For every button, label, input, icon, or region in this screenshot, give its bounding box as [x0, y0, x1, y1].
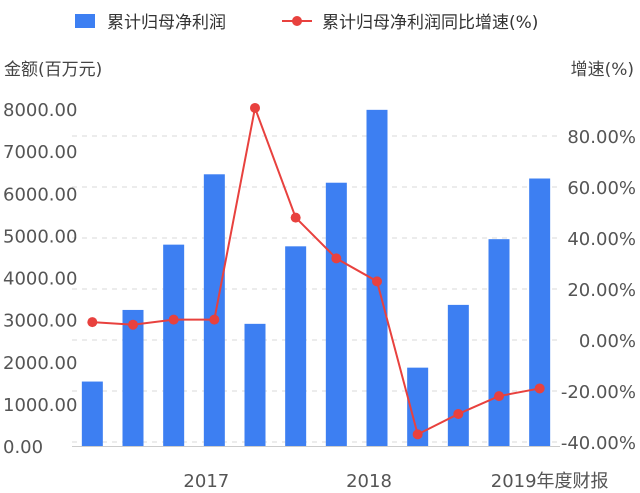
growth-point	[534, 383, 545, 394]
bar	[488, 239, 510, 446]
bar	[285, 246, 307, 446]
growth-point	[494, 391, 504, 402]
legend-bar-label: 累计归母净利润	[107, 13, 226, 33]
legend-line-swatch	[282, 14, 312, 28]
growth-point	[453, 408, 464, 419]
right-axis-title: 增速(%)	[570, 60, 634, 80]
bar	[203, 174, 225, 446]
growth-point	[128, 319, 138, 330]
legend-item-line[interactable]: 累计归母净利润同比增速(%)	[282, 8, 538, 33]
legend-bar-swatch	[75, 13, 95, 28]
left-tick-label: 3000.00	[3, 311, 77, 332]
legend-item-bar[interactable]: 累计归母净利润	[75, 8, 226, 33]
legend-line-label: 累计归母净利润同比增速(%)	[322, 13, 539, 33]
left-tick-label: 6000.00	[3, 184, 77, 205]
left-tick-label: 1000.00	[3, 395, 77, 416]
right-tick-label: 60.00%	[567, 178, 636, 199]
bar	[244, 323, 266, 446]
left-tick-label: 7000.00	[3, 142, 77, 163]
growth-point	[290, 212, 301, 223]
right-tick-label: 0.00%	[579, 331, 636, 352]
x-tick-label: 2017	[183, 471, 229, 492]
bar	[447, 304, 469, 446]
right-tick-label: 80.00%	[567, 127, 636, 148]
bar	[122, 309, 144, 446]
right-tick-label: -40.00%	[561, 433, 636, 454]
growth-point	[412, 429, 423, 440]
growth-point	[168, 314, 179, 325]
left-tick-label: 4000.00	[3, 269, 77, 290]
x-tick-label: 2019年度财报	[491, 471, 609, 492]
right-tick-label: 20.00%	[567, 280, 636, 301]
bar	[407, 367, 429, 446]
left-tick-label: 8000.00	[3, 100, 77, 121]
left-tick-label: 5000.00	[3, 226, 77, 247]
right-tick-label: 40.00%	[567, 229, 636, 250]
right-tick-label: -20.00%	[561, 382, 636, 403]
growth-point	[209, 314, 220, 325]
left-tick-label: 0.00	[3, 437, 43, 458]
left-tick-label: 2000.00	[3, 353, 77, 374]
growth-point	[87, 317, 98, 328]
left-axis-title: 金额(百万元)	[4, 60, 103, 80]
bar	[325, 182, 347, 446]
legend: 累计归母净利润 累计归母净利润同比增速(%)	[0, 8, 640, 33]
x-tick-label: 2018	[346, 471, 392, 492]
growth-point	[250, 102, 260, 113]
growth-point	[372, 276, 382, 287]
bar	[81, 381, 103, 446]
growth-line	[92, 104, 540, 436]
bar	[529, 178, 551, 446]
growth-point	[331, 253, 342, 264]
bar	[163, 244, 185, 446]
